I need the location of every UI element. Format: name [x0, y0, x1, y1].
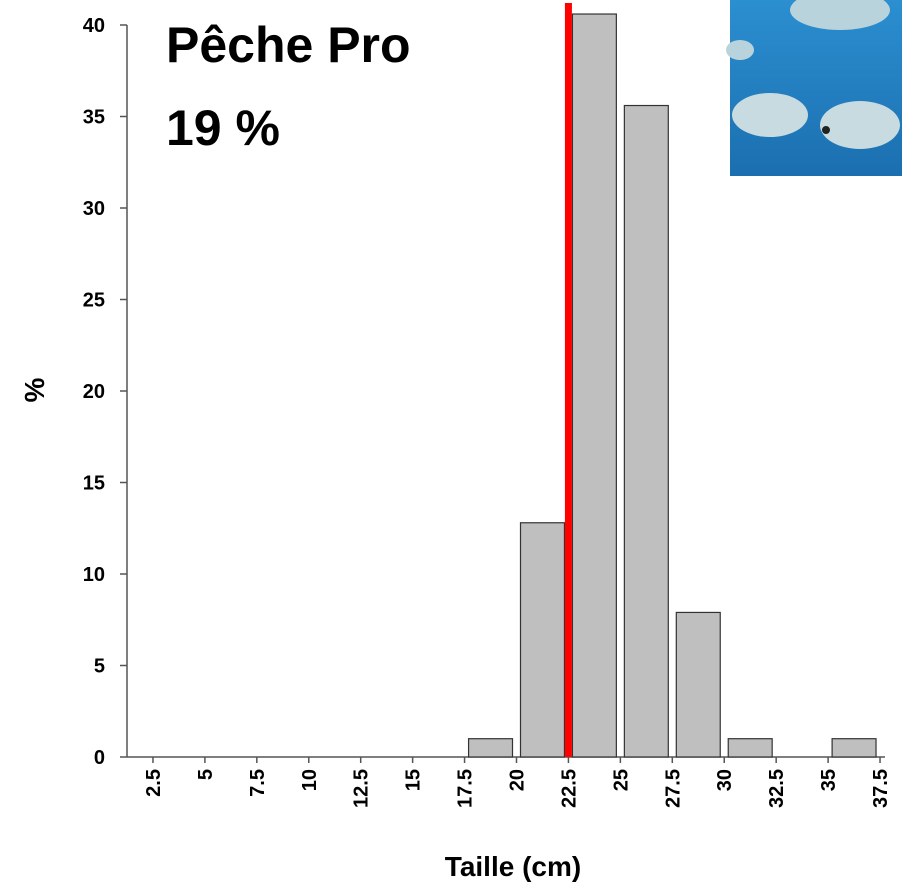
y-tick-label: 40 — [83, 15, 105, 37]
y-tick-label: 25 — [83, 290, 105, 312]
bar — [727, 738, 773, 758]
bar — [519, 522, 566, 758]
bar — [675, 611, 721, 758]
x-axis-label: Taille (cm) — [445, 851, 581, 882]
annotation: Pêche Pro — [166, 17, 411, 73]
y-tick-label: 20 — [83, 381, 105, 403]
x-tick-label: 2.5 — [143, 769, 165, 797]
bar — [467, 738, 514, 758]
annotation: 19 % — [166, 100, 280, 156]
fish-photo — [726, 0, 902, 176]
x-tick-label: 17.5 — [455, 769, 477, 808]
x-tick-label: 15 — [403, 769, 425, 791]
x-tick-label: 30 — [714, 769, 736, 791]
y-tick-label: 10 — [83, 564, 105, 586]
y-tick-label: 30 — [83, 198, 105, 220]
y-tick-label: 0 — [94, 747, 105, 769]
x-tick-label: 37.5 — [870, 769, 892, 808]
x-tick-label: 27.5 — [662, 769, 684, 808]
y-tick-label: 5 — [94, 656, 105, 678]
bar — [623, 104, 669, 758]
y-tick-label: 35 — [83, 107, 105, 129]
bar — [831, 738, 877, 758]
x-tick-label: 12.5 — [351, 769, 373, 808]
x-tick-label: 32.5 — [766, 769, 788, 808]
x-tick-label: 35 — [818, 769, 840, 791]
x-tick-label: 20 — [507, 769, 529, 791]
x-tick-label: 22.5 — [558, 769, 580, 808]
y-tick-label: 15 — [83, 473, 105, 495]
x-tick-label: 7.5 — [247, 769, 269, 797]
y-axis-label: % — [19, 377, 50, 402]
x-tick-label: 10 — [299, 769, 321, 791]
x-tick-label: 5 — [195, 769, 217, 780]
bar — [571, 13, 617, 758]
x-tick-label: 25 — [610, 769, 632, 791]
